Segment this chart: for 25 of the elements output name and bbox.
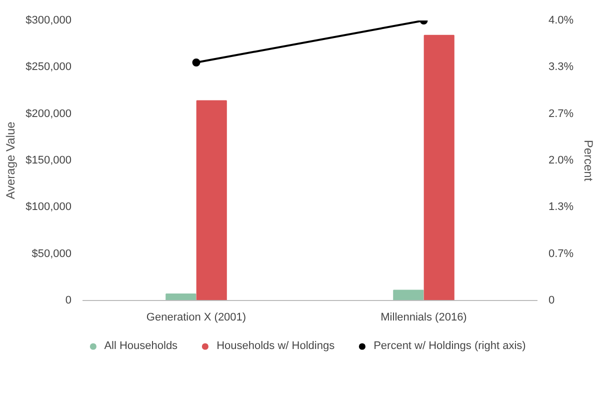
bar [393, 290, 424, 300]
y2-tick-label: 3.3% [548, 61, 574, 74]
y-tick-label: $100,000 [26, 201, 72, 214]
bar [166, 293, 196, 300]
y2-axis-title: Percent [582, 140, 596, 182]
y2-tick-label: 1.3% [548, 201, 574, 214]
legend-label: All Households [104, 340, 178, 352]
y-axis-title: Average Value [4, 121, 18, 200]
y-tick-label: 0 [65, 294, 72, 306]
y2-tick-label: 2.0% [548, 154, 574, 166]
y-tick-label: $150,000 [26, 154, 72, 166]
legend-label: Households w/ Holdings [216, 340, 335, 352]
x-tick-label: Millennials (2016) [380, 312, 467, 324]
y-tick-label: $200,000 [26, 108, 72, 120]
y2-tick-label: 0 [548, 294, 555, 306]
y2-tick-label: 2.7% [548, 108, 574, 120]
y-tick-label: $300,000 [26, 14, 72, 26]
legend-label: Percent w/ Holdings (right axis) [374, 340, 526, 352]
y2-tick-label: 0.7% [548, 248, 574, 260]
bar [424, 34, 454, 300]
y-tick-label: $50,000 [32, 248, 72, 260]
y2-tick-label: 4.0% [548, 14, 574, 26]
y-tick-label: $250,000 [26, 61, 72, 74]
bar [196, 100, 227, 300]
x-tick-label: Generation X (2001) [146, 312, 246, 324]
